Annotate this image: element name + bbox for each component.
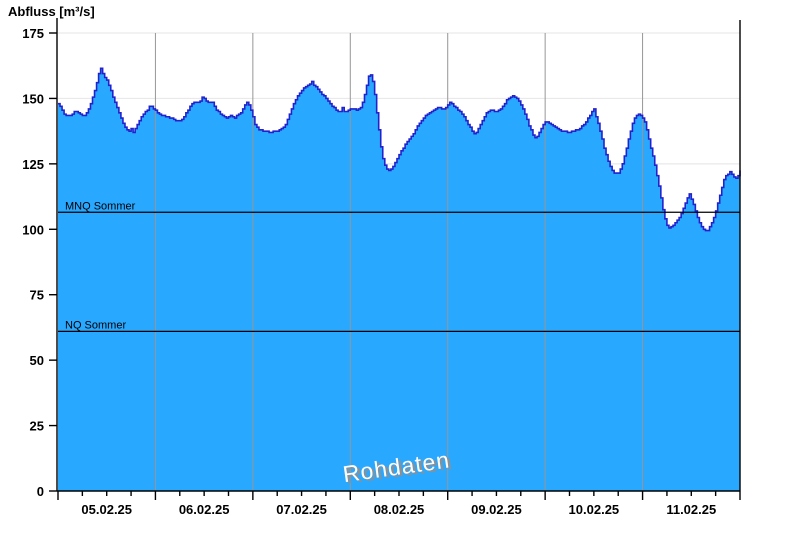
y-tick-label: 150 xyxy=(22,91,44,106)
x-tick-label: 10.02.25 xyxy=(569,502,620,517)
y-tick-label: 25 xyxy=(30,419,44,434)
y-tick-label: 0 xyxy=(37,484,44,499)
x-tick-label: 05.02.25 xyxy=(81,502,132,517)
chart-title: Abfluss [m³/s] xyxy=(8,4,95,19)
x-tick-label: 06.02.25 xyxy=(179,502,230,517)
x-tick-label: 08.02.25 xyxy=(374,502,425,517)
y-tick-label: 75 xyxy=(30,288,44,303)
x-tick-label: 07.02.25 xyxy=(276,502,327,517)
ref-line-label: MNQ Sommer xyxy=(65,200,136,212)
y-tick-label: 175 xyxy=(22,26,44,41)
ref-line-label: NQ Sommer xyxy=(65,319,126,331)
discharge-curve xyxy=(58,67,741,232)
y-tick-label: 50 xyxy=(30,353,44,368)
y-tick-label: 100 xyxy=(22,222,44,237)
discharge-area-fill xyxy=(58,68,740,491)
x-tick-label: 11.02.25 xyxy=(666,502,716,517)
y-tick-label: 125 xyxy=(22,157,44,172)
x-tick-label: 09.02.25 xyxy=(471,502,522,517)
